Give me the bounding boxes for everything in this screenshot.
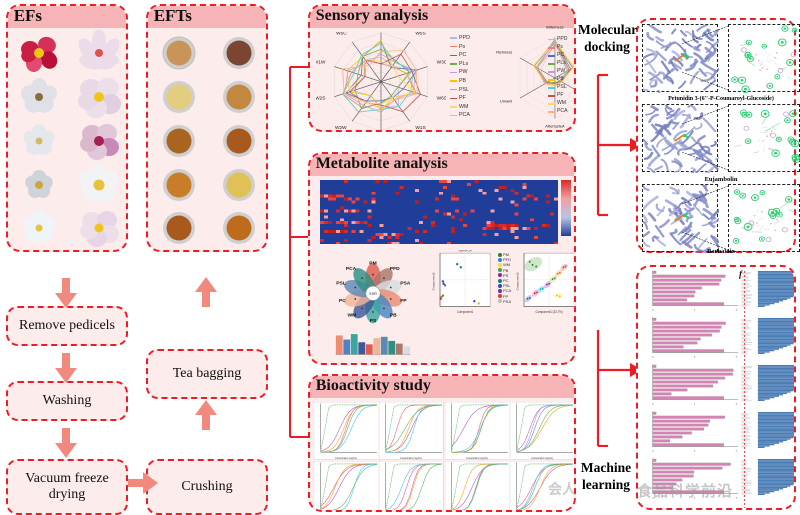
svg-text:1: 1 bbox=[694, 450, 696, 452]
svg-text:PFD: PFD bbox=[390, 266, 400, 272]
svg-text:Umami: Umami bbox=[500, 99, 513, 104]
svg-text:2: 2 bbox=[736, 309, 738, 311]
svg-text:Concentration (mg/mL): Concentration (mg/mL) bbox=[335, 457, 357, 460]
svg-text:2: 2 bbox=[736, 356, 738, 358]
svg-text:Component1 (23.7%): Component1 (23.7%) bbox=[535, 310, 562, 314]
svg-text:Concentration (mg/mL): Concentration (mg/mL) bbox=[531, 457, 553, 460]
svg-text:Component2: Component2 bbox=[515, 272, 519, 290]
svg-text:W1S: W1S bbox=[415, 125, 425, 131]
svg-text:SSR: SSR bbox=[369, 292, 377, 296]
svg-text:W3C: W3C bbox=[437, 60, 446, 66]
svg-text:PC: PC bbox=[339, 298, 346, 304]
svg-text:W2S: W2S bbox=[316, 96, 325, 102]
svg-text:PSL: PSL bbox=[336, 280, 346, 286]
svg-text:FP: FP bbox=[400, 298, 407, 304]
svg-text:WM: WM bbox=[347, 312, 356, 318]
svg-text:PS: PS bbox=[370, 318, 377, 324]
svg-text:2: 2 bbox=[736, 450, 738, 452]
svg-text:PM: PM bbox=[369, 261, 376, 267]
svg-text:W5C: W5C bbox=[336, 32, 347, 36]
svg-text:Concentration (mg/mL): Concentration (mg/mL) bbox=[400, 457, 422, 460]
svg-text:0: 0 bbox=[652, 356, 654, 358]
svg-text:Richness: Richness bbox=[496, 49, 512, 54]
svg-text:Bitterness: Bitterness bbox=[546, 25, 563, 30]
svg-text:2: 2 bbox=[736, 497, 738, 499]
svg-text:W6S: W6S bbox=[437, 96, 446, 102]
svg-text:1: 1 bbox=[694, 403, 696, 405]
svg-text:0: 0 bbox=[652, 309, 654, 311]
svg-text:PCA: PCA bbox=[346, 266, 357, 272]
svg-text:W2W: W2W bbox=[335, 125, 347, 131]
svg-text:Component1: Component1 bbox=[457, 310, 474, 314]
svg-text:Component2: Component2 bbox=[431, 272, 435, 290]
svg-text:Concentration (mg/mL): Concentration (mg/mL) bbox=[466, 457, 488, 460]
svg-text:W1W: W1W bbox=[316, 60, 326, 66]
svg-text:W5S: W5S bbox=[415, 32, 425, 36]
svg-text:0: 0 bbox=[652, 450, 654, 452]
svg-text:PB: PB bbox=[390, 312, 397, 318]
svg-text:1: 1 bbox=[694, 309, 696, 311]
svg-text:2: 2 bbox=[736, 403, 738, 405]
svg-text:1: 1 bbox=[694, 356, 696, 358]
svg-text:PSA: PSA bbox=[400, 280, 411, 286]
svg-text:NormPCA: NormPCA bbox=[459, 250, 472, 253]
svg-text:0: 0 bbox=[652, 403, 654, 405]
